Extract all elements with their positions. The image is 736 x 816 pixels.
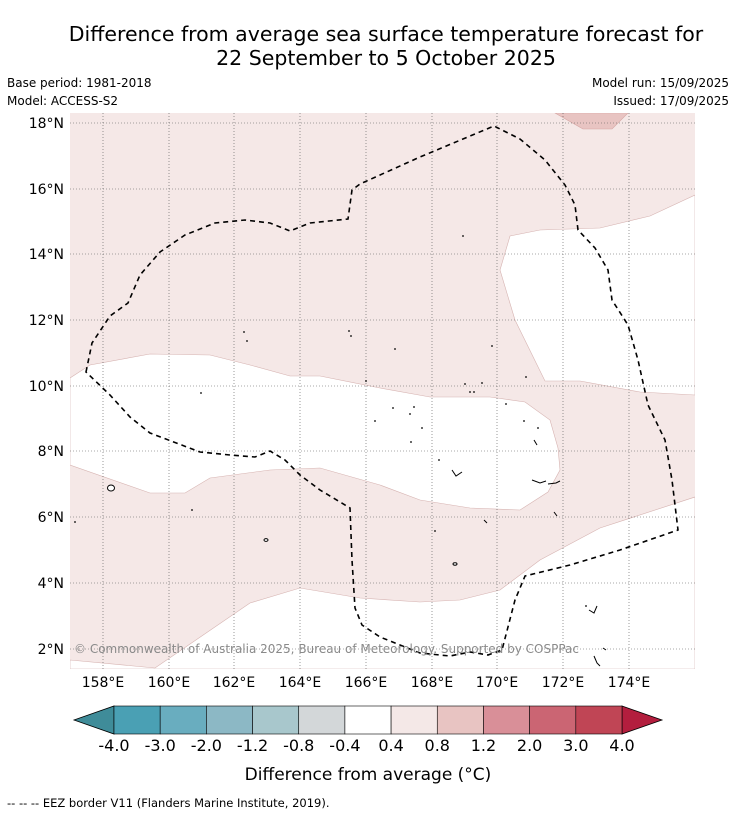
metadata-left: Base period: 1981-2018 Model: ACCESS-S2: [7, 74, 152, 110]
chart-title: Difference from average sea surface temp…: [0, 22, 736, 70]
issued-date: Issued: 17/09/2025: [613, 94, 729, 108]
eez-legend: -- -- -- EEZ border V11 (Flanders Marine…: [7, 796, 330, 810]
warm-anomaly-patch-north: [554, 113, 629, 130]
island: [451, 469, 463, 477]
colorbar-label: Difference from average (°C): [245, 765, 492, 785]
eez-border: [85, 125, 679, 657]
title-line-1: Difference from average sea surface temp…: [68, 22, 704, 46]
lat-label: 18°N: [29, 116, 64, 132]
colorbar-tick-label: -2.0: [191, 736, 222, 755]
lon-label: 172°E: [542, 675, 585, 691]
near-average-region-south: [70, 496, 695, 669]
colorbar-swatch: [344, 705, 392, 735]
lat-label: 6°N: [38, 510, 64, 526]
title-line-2: 22 September to 5 October 2025: [216, 46, 556, 70]
colorbar: -4.0 -3.0 -2.0 -1.2 -0.8 -0.4 0.4 0.8 1.2 2.0 3.0 4…: [72, 705, 664, 755]
colorbar-tick-label: -0.8: [283, 736, 314, 755]
colorbar-swatch: [483, 705, 530, 735]
colorbar-swatch: [390, 705, 438, 735]
map-panel: © Commonwealth of Australia 2025, Bureau…: [70, 113, 695, 669]
colorbar-swatch: [298, 705, 346, 735]
colorbar-tick-label: 0.4: [378, 736, 403, 755]
island: [588, 605, 598, 614]
colorbar-swatch: [252, 705, 300, 735]
colorbar-swatch: [436, 705, 484, 735]
colorbar-extend-high: [621, 705, 664, 735]
lat-label: 16°N: [29, 182, 64, 198]
islands: [107, 439, 607, 667]
colorbar-extend-low: [72, 705, 115, 735]
longitude-labels: 158°E 160°E 162°E 164°E 166°E 168°E 170°…: [82, 675, 651, 691]
colorbar-tick-label: 3.0: [563, 736, 588, 755]
colorbar-tick-label: 1.2: [471, 736, 496, 755]
lon-label: 170°E: [476, 675, 519, 691]
colorbar-swatch: [113, 705, 161, 735]
island: [533, 439, 538, 446]
colorbar-tick-label: 0.8: [425, 736, 450, 755]
island: [531, 479, 547, 484]
island: [483, 519, 488, 524]
island: [263, 538, 269, 542]
lon-label: 174°E: [608, 675, 651, 691]
lat-label: 12°N: [29, 313, 64, 329]
lon-label: 160°E: [148, 675, 191, 691]
graticule: [70, 113, 695, 669]
island: [107, 484, 115, 492]
colorbar-tick-label: -4.0: [98, 736, 129, 755]
near-average-region-east: [499, 194, 695, 396]
copyright-notice: © Commonwealth of Australia 2025, Bureau…: [74, 642, 579, 656]
lon-label: 162°E: [213, 675, 256, 691]
colorbar-tick-label: -3.0: [145, 736, 176, 755]
model-run: Model run: 15/09/2025: [591, 76, 729, 90]
island: [553, 511, 558, 517]
lat-label: 2°N: [38, 642, 64, 658]
colorbar-swatch: [159, 705, 207, 735]
lon-label: 168°E: [411, 675, 454, 691]
island: [547, 480, 561, 485]
near-average-region-central: [70, 353, 561, 511]
latitude-labels: 18°N 16°N 14°N 12°N 10°N 8°N 6°N 4°N 2°N: [29, 116, 64, 658]
colorbar-tick-label: -1.2: [237, 736, 268, 755]
model-name: Model: ACCESS-S2: [7, 94, 119, 108]
colorbar-tick-label: 4.0: [609, 736, 634, 755]
metadata-right: Model run: 15/09/2025 Issued: 17/09/2025: [592, 74, 729, 110]
colorbar-tick-label: -0.4: [329, 736, 360, 755]
lat-label: 4°N: [38, 576, 64, 592]
atoll-dots: [74, 235, 587, 607]
lat-label: 10°N: [29, 379, 64, 395]
lon-label: 158°E: [82, 675, 125, 691]
base-period: Base period: 1981-2018: [7, 76, 152, 90]
lat-label: 14°N: [29, 247, 64, 263]
colorbar-swatch: [575, 705, 623, 735]
lat-label: 8°N: [38, 444, 64, 460]
lon-label: 164°E: [279, 675, 322, 691]
island: [593, 655, 601, 667]
island: [602, 647, 607, 651]
colorbar-swatch: [529, 705, 577, 735]
island: [452, 562, 458, 566]
colorbar-tick-label: 2.0: [517, 736, 542, 755]
colorbar-swatch: [206, 705, 253, 735]
lon-label: 166°E: [345, 675, 388, 691]
